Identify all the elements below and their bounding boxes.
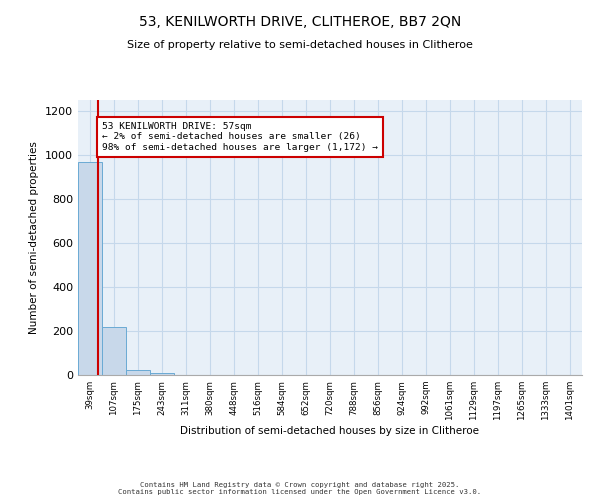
Text: Size of property relative to semi-detached houses in Clitheroe: Size of property relative to semi-detach… bbox=[127, 40, 473, 50]
Text: 53, KENILWORTH DRIVE, CLITHEROE, BB7 2QN: 53, KENILWORTH DRIVE, CLITHEROE, BB7 2QN bbox=[139, 15, 461, 29]
X-axis label: Distribution of semi-detached houses by size in Clitheroe: Distribution of semi-detached houses by … bbox=[181, 426, 479, 436]
Bar bbox=[102, 326, 126, 375]
Text: 53 KENILWORTH DRIVE: 57sqm
← 2% of semi-detached houses are smaller (26)
98% of : 53 KENILWORTH DRIVE: 57sqm ← 2% of semi-… bbox=[102, 122, 378, 152]
Bar bbox=[150, 373, 174, 375]
Y-axis label: Number of semi-detached properties: Number of semi-detached properties bbox=[29, 141, 40, 334]
Text: Contains HM Land Registry data © Crown copyright and database right 2025.
Contai: Contains HM Land Registry data © Crown c… bbox=[118, 482, 482, 495]
Bar bbox=[78, 162, 102, 375]
Bar bbox=[126, 370, 150, 375]
